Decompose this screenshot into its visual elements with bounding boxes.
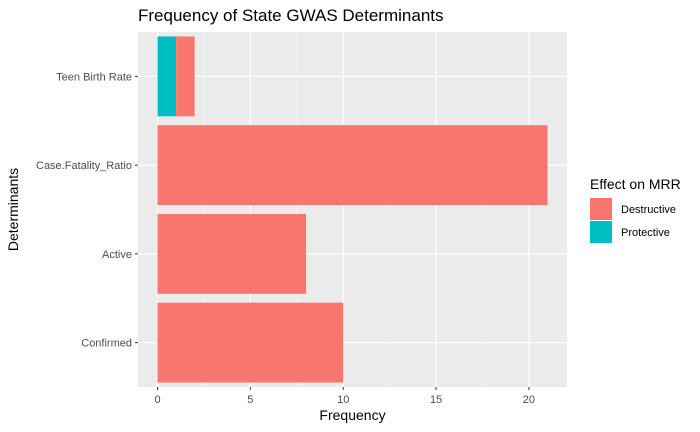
legend: Destructive Protective	[590, 198, 676, 243]
x-tick-label: 0	[154, 394, 160, 406]
y-axis-title: Determinants	[5, 168, 21, 251]
legend-label-protective: Protective	[621, 227, 670, 239]
x-axis-title: Frequency	[319, 407, 385, 423]
x-tick-label: 20	[523, 394, 535, 406]
bar-teen-birth-rate-protective	[157, 36, 177, 117]
x-tick-label: 5	[247, 394, 253, 406]
bars	[157, 36, 548, 383]
bar-active-destructive	[157, 213, 307, 294]
y-tick-label: Confirmed	[81, 338, 132, 350]
y-axis: Teen Birth Rate Case.Fatality_Ratio Active…	[36, 71, 138, 350]
x-tick-label: 15	[430, 394, 442, 406]
y-tick-label: Case.Fatality_Ratio	[36, 160, 132, 172]
bar-teen-birth-rate-destructive	[176, 36, 195, 117]
y-tick-label: Active	[102, 249, 132, 261]
legend-label-destructive: Destructive	[621, 204, 676, 216]
legend-title: Effect on MRR	[590, 176, 681, 192]
bar-confirmed-destructive	[157, 302, 344, 383]
legend-key-destructive	[590, 198, 612, 220]
x-axis: 0 5 10 15 20	[154, 387, 535, 406]
bar-case-fatality-ratio-destructive	[157, 125, 548, 206]
chart-title: Frequency of State GWAS Determinants	[138, 6, 444, 25]
y-tick-label: Teen Birth Rate	[56, 71, 132, 83]
x-tick-label: 10	[337, 394, 349, 406]
legend-key-protective	[590, 221, 612, 243]
